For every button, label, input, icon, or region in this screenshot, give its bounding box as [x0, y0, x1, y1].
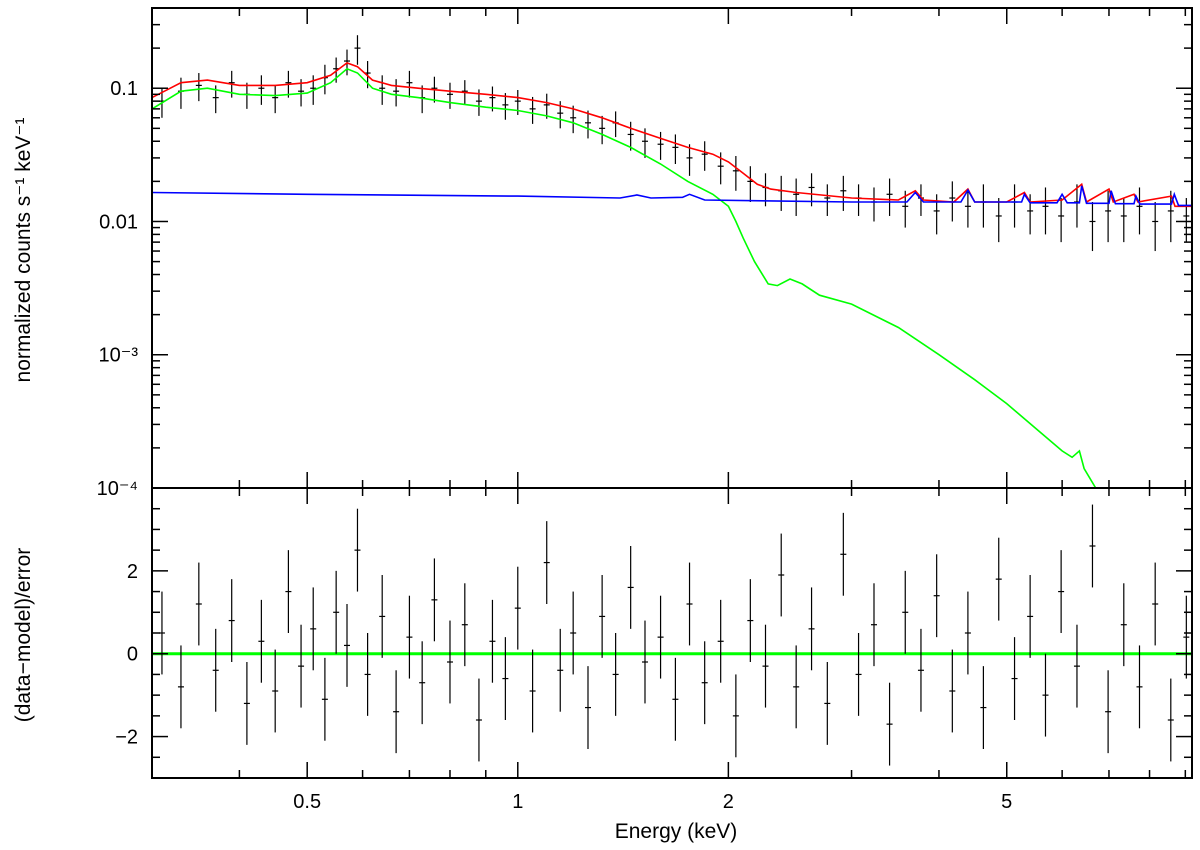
x-axis-label: Energy (keV) — [615, 820, 738, 843]
spectrum-y-tick-label: 10⁻³ — [99, 345, 139, 367]
soft-thermal-component-line — [152, 67, 1097, 488]
residual-y-tick-label: 0 — [127, 644, 138, 666]
spectrum-y-axis-label: normalized counts s⁻¹ keV⁻¹ — [12, 118, 35, 383]
residual-panel — [152, 504, 1192, 766]
spectrum-panel — [152, 35, 1192, 488]
x-tick-label: 2 — [723, 791, 734, 813]
spectrum-y-tick-label: 0.1 — [110, 78, 138, 100]
axes-layer: 0.5 1 2 5 0.1 0.01 10⁻³ 10⁻⁴ 2 0 −2 — [97, 7, 1193, 813]
x-tick-label: 1 — [512, 791, 523, 813]
x-tick-label: 5 — [1001, 791, 1012, 813]
residual-y-tick-label: −2 — [115, 727, 138, 749]
residual-y-axis-label: (data−model)/error — [12, 548, 35, 723]
spectrum-y-tick-label: 0.01 — [99, 211, 138, 233]
hard-power-law-component-line — [152, 185, 1192, 207]
residual-y-tick-label: 2 — [127, 561, 138, 583]
x-tick-label: 0.5 — [293, 791, 321, 813]
spectrum-y-tick-label: 10⁻⁴ — [97, 478, 138, 500]
